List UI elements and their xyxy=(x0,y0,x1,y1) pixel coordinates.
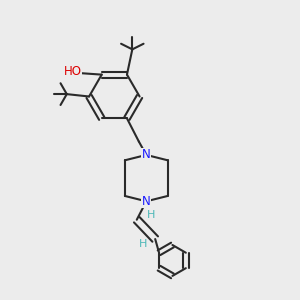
Text: N: N xyxy=(142,148,151,161)
Text: H: H xyxy=(147,210,155,220)
Text: N: N xyxy=(142,195,151,208)
Text: H: H xyxy=(139,239,147,249)
Text: HO: HO xyxy=(64,65,82,78)
